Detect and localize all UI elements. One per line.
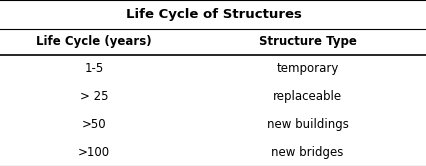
Text: >100: >100: [78, 146, 110, 159]
Text: temporary: temporary: [276, 62, 338, 75]
Text: new buildings: new buildings: [266, 118, 348, 131]
Text: new bridges: new bridges: [271, 146, 343, 159]
Text: Life Cycle of Structures: Life Cycle of Structures: [125, 8, 301, 21]
Text: Structure Type: Structure Type: [258, 35, 356, 48]
Text: 1-5: 1-5: [84, 62, 104, 75]
Text: Life Cycle (years): Life Cycle (years): [36, 35, 151, 48]
Text: >50: >50: [81, 118, 106, 131]
Text: > 25: > 25: [80, 90, 108, 103]
Text: replaceable: replaceable: [272, 90, 341, 103]
